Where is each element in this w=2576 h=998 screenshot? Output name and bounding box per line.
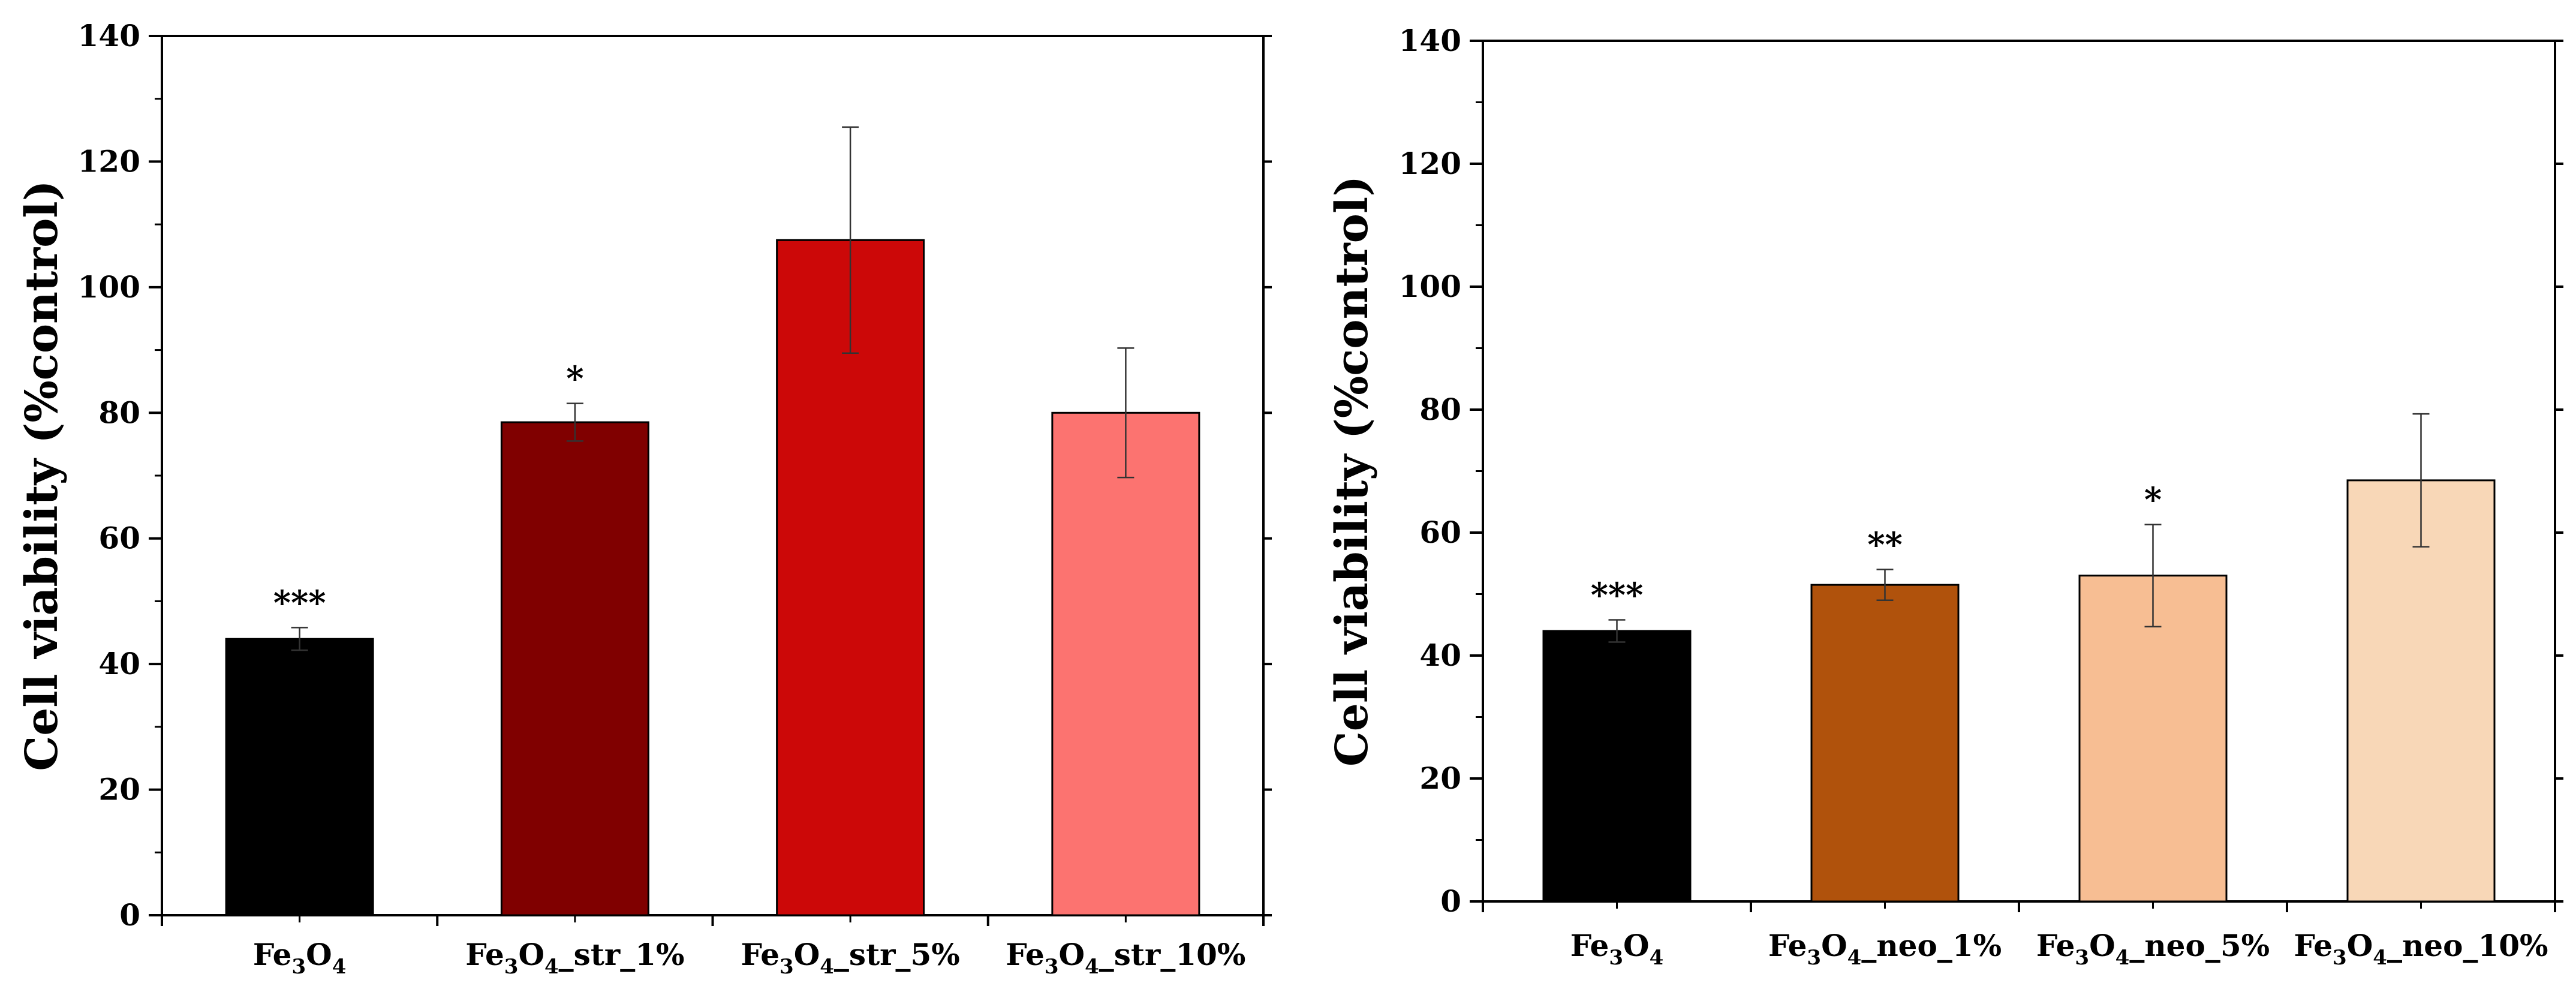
category-label-part: O xyxy=(2089,928,2115,963)
y-tick-label: 80 xyxy=(98,395,140,430)
y-tick-label: 100 xyxy=(78,269,140,305)
category-label: Fe3O4_neo_5% xyxy=(2036,928,2270,970)
y-tick-label: 20 xyxy=(98,772,140,807)
category-label-part: O xyxy=(1821,928,1847,963)
bar-1 xyxy=(225,638,374,916)
category-label-subscript: 4 xyxy=(1085,955,1099,979)
category-label-part: _neo_5% xyxy=(2129,928,2270,963)
category-label: Fe3O4_neo_1% xyxy=(1768,928,2002,970)
significance-marker: ** xyxy=(1867,525,1903,565)
y-tick-label: 0 xyxy=(119,897,140,933)
category-label-subscript: 3 xyxy=(1045,955,1059,979)
y-tick-label: 20 xyxy=(1419,760,1461,796)
category-label-subscript: 4 xyxy=(2115,946,2130,970)
bar-4 xyxy=(2346,479,2496,903)
y-tick-label: 60 xyxy=(98,521,140,556)
y-tick-label: 140 xyxy=(78,18,140,53)
category-label-part: _str_1% xyxy=(559,937,685,972)
bar-2 xyxy=(1810,584,1960,903)
category-label: Fe3O4_str_10% xyxy=(1006,937,1245,979)
y-tick-label: 0 xyxy=(1440,883,1461,919)
category-label-part: O xyxy=(306,937,332,972)
bar-1 xyxy=(1542,630,1692,903)
category-label-subscript: 3 xyxy=(2075,946,2089,970)
category-label-part: Fe xyxy=(2294,928,2333,963)
y-tick-label: 100 xyxy=(1399,269,1461,304)
category-label-part: Fe xyxy=(253,937,292,972)
category-label-subscript: 3 xyxy=(504,955,519,979)
category-label: Fe3O4 xyxy=(1570,928,1663,970)
bar-3 xyxy=(2078,575,2228,903)
y-axis-title: Cell viability (%control) xyxy=(1326,176,1378,766)
right-bar-chart: 020406080100120140***Fe3O4**Fe3O4_neo_1%… xyxy=(1326,23,2563,970)
y-tick-label: 40 xyxy=(1419,638,1461,673)
category-label-part: O xyxy=(1623,928,1650,963)
category-label-part: Fe xyxy=(1006,937,1045,972)
category-label-subscript: 4 xyxy=(332,955,347,979)
category-label-part: Fe xyxy=(741,937,780,972)
category-label-part: O xyxy=(518,937,544,972)
category-label-part: O xyxy=(1059,937,1085,972)
category-label: Fe3O4_str_5% xyxy=(741,937,959,979)
category-label: Fe3O4_str_1% xyxy=(465,937,684,979)
category-label-part: O xyxy=(794,937,820,972)
category-label-part: O xyxy=(2347,928,2373,963)
category-label: Fe3O4_neo_10% xyxy=(2294,928,2548,970)
y-tick-label: 60 xyxy=(1419,515,1461,550)
category-label-subscript: 4 xyxy=(820,955,834,979)
category-label-subscript: 3 xyxy=(780,955,794,979)
category-label-part: Fe xyxy=(1570,928,1609,963)
category-label: Fe3O4 xyxy=(253,937,346,979)
category-label-part: _str_10% xyxy=(1099,937,1246,972)
y-tick-label: 80 xyxy=(1419,392,1461,427)
significance-marker: * xyxy=(566,359,583,399)
category-label-part: _neo_1% xyxy=(1861,928,2002,963)
category-label-part: Fe xyxy=(1768,928,1807,963)
y-tick-label: 120 xyxy=(78,143,140,179)
bar-4 xyxy=(1051,411,1200,916)
category-label-subscript: 4 xyxy=(544,955,559,979)
category-label-subscript: 4 xyxy=(2373,946,2387,970)
category-label-subscript: 4 xyxy=(1650,946,1664,970)
y-tick-label: 140 xyxy=(1399,23,1461,58)
category-label-subscript: 3 xyxy=(291,955,306,979)
category-label-part: _str_5% xyxy=(834,937,960,972)
y-tick-label: 120 xyxy=(1399,146,1461,181)
significance-marker: * xyxy=(2144,480,2162,520)
category-label-part: _neo_10% xyxy=(2387,928,2548,963)
y-tick-label: 40 xyxy=(98,646,140,681)
category-label-part: Fe xyxy=(2036,928,2075,963)
category-label-subscript: 3 xyxy=(1807,946,1821,970)
significance-marker: *** xyxy=(1591,576,1644,615)
category-label-subscript: 3 xyxy=(1609,946,1623,970)
category-label-subscript: 4 xyxy=(1847,946,1862,970)
category-label-subscript: 3 xyxy=(2333,946,2347,970)
y-axis-title: Cell viability (%control) xyxy=(16,180,68,771)
category-label-part: Fe xyxy=(465,937,504,972)
bar-2 xyxy=(500,421,649,916)
significance-marker: *** xyxy=(273,583,326,623)
